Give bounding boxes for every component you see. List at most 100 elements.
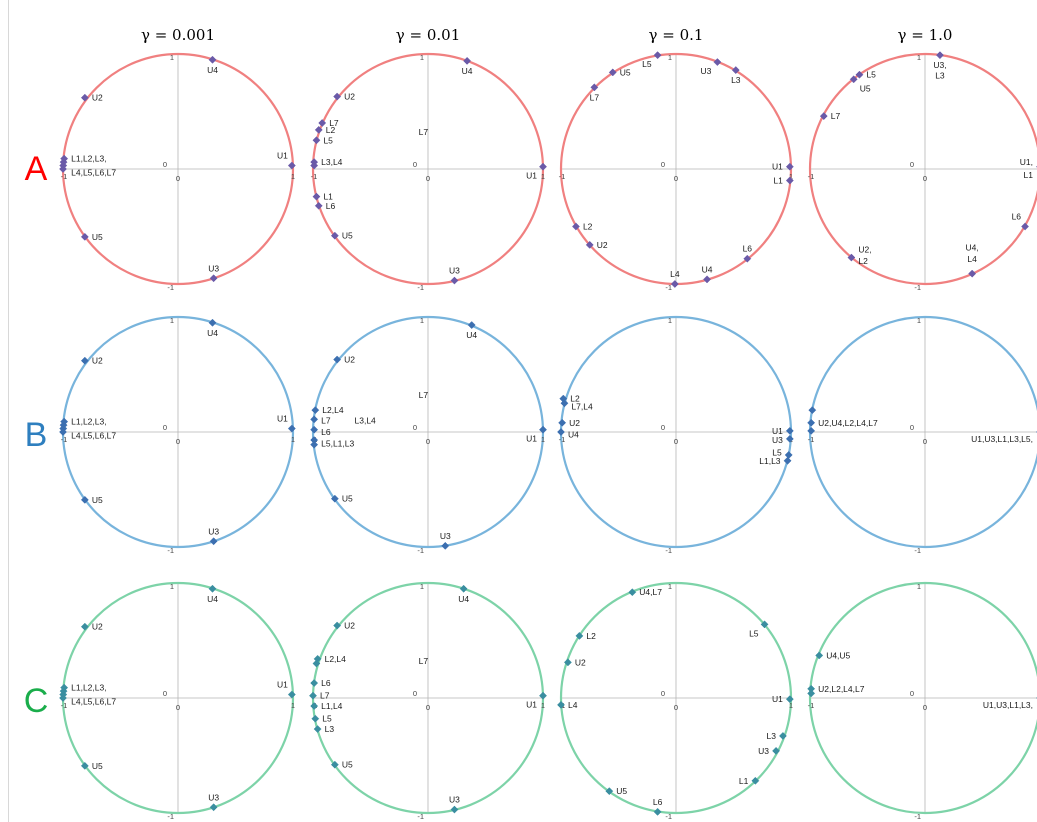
tick-label-origin-y: 0 [661,160,665,169]
data-point-marker [333,621,342,630]
point-label: U1,U3,L1,L3, [983,700,1033,710]
data-point-marker [80,356,89,365]
point-label: U5 [342,494,353,504]
tick-label-origin-y: 0 [661,689,665,698]
point-label: U5 [342,231,353,241]
tick-label-bottom: -1 [417,546,424,555]
row-label-c: C [24,682,49,720]
column-title-3: γ = 0.1 [649,26,704,44]
tick-label-origin-x: 0 [176,174,180,183]
panel-b-2: 1-1-1100U4U2L7L2,L4L7L3,L4L6L5,L1,L3U5U1… [310,315,547,555]
point-label: L7 [831,111,841,121]
point-label: U3 [449,266,460,276]
point-label: U3 [701,66,712,76]
data-point-marker [785,434,794,443]
column-titles: γ = 0.001 γ = 0.01 γ = 0.1 γ = 1.0 [141,26,952,44]
panel-c-1: 1 -1 -1 1 00 U4 U2 U1 L1,L2,L3, L4,L5,L6,L7 U5 U3 [59,581,296,821]
data-point-marker [628,588,637,597]
point-label: U5 [342,760,353,770]
data-point-marker [807,689,816,698]
point-label: U1,U3,L1,L3,L5, [971,434,1033,444]
point-label: U4 [207,594,218,604]
tick-label-origin-y: 0 [910,689,914,698]
data-point-marker [441,541,450,550]
data-point-marker [330,231,339,240]
point-label: U2,U4,L2,L4,L7 [818,418,878,428]
data-point-marker [312,136,321,145]
tick-label-origin-y: 0 [413,423,417,432]
data-point-marker [785,176,794,185]
point-label: U3 [758,746,769,756]
tick-label-right: 1 [291,172,295,181]
point-label: U1 [277,680,288,690]
tick-label-left: -1 [808,435,815,444]
tick-label-right: 1 [541,172,545,181]
data-point-marker [313,725,322,734]
point-label: U2 [92,622,103,632]
point-label: L2,L4 [325,654,347,664]
data-point-marker [311,714,320,723]
data-point-marker [539,425,547,434]
data-point-marker [563,658,572,667]
tick-label-bottom: -1 [417,812,424,821]
data-point-marker [731,66,740,75]
tick-label-right: 1 [789,172,793,181]
tick-label-origin-y: 0 [661,423,665,432]
data-point-marker [653,807,662,816]
point-label: U5 [92,761,103,771]
data-point-marker [847,253,856,262]
data-point-marker [849,75,858,84]
data-point-marker [310,415,319,424]
data-point-marker [463,56,472,65]
data-point-marker [310,679,319,688]
point-label: U5 [92,495,103,505]
point-label: L6 [743,244,753,254]
point-label: L7 [329,118,339,128]
tick-label-bottom: -1 [665,283,672,292]
point-label: L5,L1,L3 [321,439,354,449]
tick-label-left: -1 [808,172,815,181]
point-label: U2 [575,657,586,667]
point-label: U1 [277,151,288,161]
data-point-marker [59,165,67,173]
data-point-marker [605,787,614,796]
tick-label-origin-y: 0 [163,689,167,698]
point-label: U4, [966,243,979,253]
tick-label-bottom: -1 [914,546,921,555]
data-point-marker [815,651,824,660]
tick-label-right: 1 [541,435,545,444]
point-label: U1 [526,434,537,444]
tick-label-origin-x: 0 [176,437,180,446]
data-point-marker [778,731,787,740]
column-title-2: γ = 0.01 [396,26,460,44]
data-point-marker [311,406,320,415]
point-label: U3 [208,263,219,273]
point-label: L6 [326,201,336,211]
data-point-marker [287,690,296,699]
panel-a-3: 1 -1 -1 1 00 L5 U3 L3 U5 L7 U1 L1 L2 U2 L4 U4 L6 [559,51,794,292]
tick-label-top: 1 [170,53,174,62]
tick-label-top: 1 [170,316,174,325]
data-point-marker [310,702,319,711]
point-label: U5 [616,786,627,796]
point-label: L1,L2,L3, [71,417,106,427]
point-label: L1 [773,176,783,186]
point-label: L5 [642,59,652,69]
tick-label-left: -1 [61,435,68,444]
point-label: U3 [208,792,219,802]
point-label: U1, [1020,157,1033,167]
tick-label-left: -1 [808,701,815,710]
tick-label-top: 1 [420,316,424,325]
row-label-a: A [25,150,48,188]
point-label: U1 [772,694,783,704]
point-label: U4 [466,330,477,340]
data-point-marker [80,232,89,241]
data-point-marker [310,161,319,170]
data-point-marker [1021,222,1030,231]
point-label: L5 [749,628,759,638]
